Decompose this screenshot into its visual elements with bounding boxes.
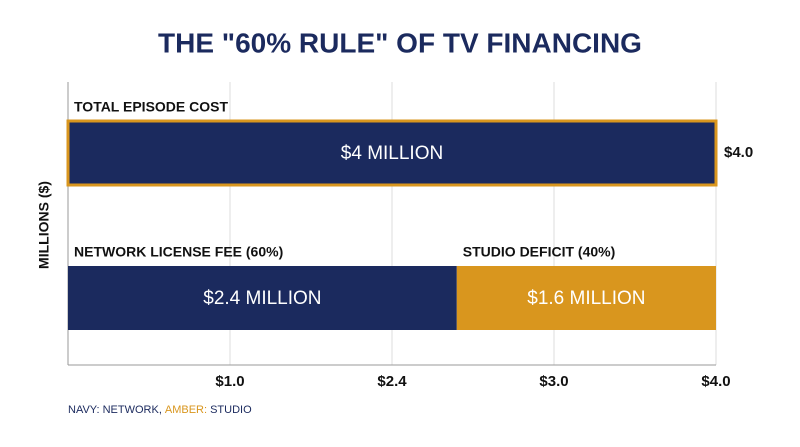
bar-value-label: $1.6 MILLION <box>527 288 645 309</box>
bar-value-label: $2.4 MILLION <box>203 288 321 309</box>
legend-item: AMBER: <box>165 404 207 416</box>
legend-item: NAVY: <box>68 404 100 416</box>
bar <box>68 266 457 330</box>
legend: NAVY: NETWORK, AMBER: STUDIO <box>68 404 252 416</box>
legend-item: STUDIO <box>210 404 252 416</box>
x-tick-label: $4.0 <box>701 373 730 390</box>
x-tick-label: $2.4 <box>377 373 407 390</box>
bar <box>456 266 716 330</box>
segment-label: STUDIO DEFICIT (40%) <box>463 244 615 260</box>
bar <box>66 119 718 187</box>
chart-title: THE "60% RULE" OF TV FINANCING <box>158 27 642 58</box>
total-label: $4.0 <box>724 144 753 161</box>
segment-label: TOTAL EPISODE COST <box>74 99 228 115</box>
x-tick-label: $3.0 <box>539 373 568 390</box>
segment-label: NETWORK LICENSE FEE (60%) <box>74 244 283 260</box>
x-tick-label: $1.0 <box>215 373 244 390</box>
legend-item: NETWORK, <box>103 404 162 416</box>
bar-value-label: $4 MILLION <box>341 143 443 164</box>
y-axis-label: MILLIONS ($) <box>36 181 52 269</box>
